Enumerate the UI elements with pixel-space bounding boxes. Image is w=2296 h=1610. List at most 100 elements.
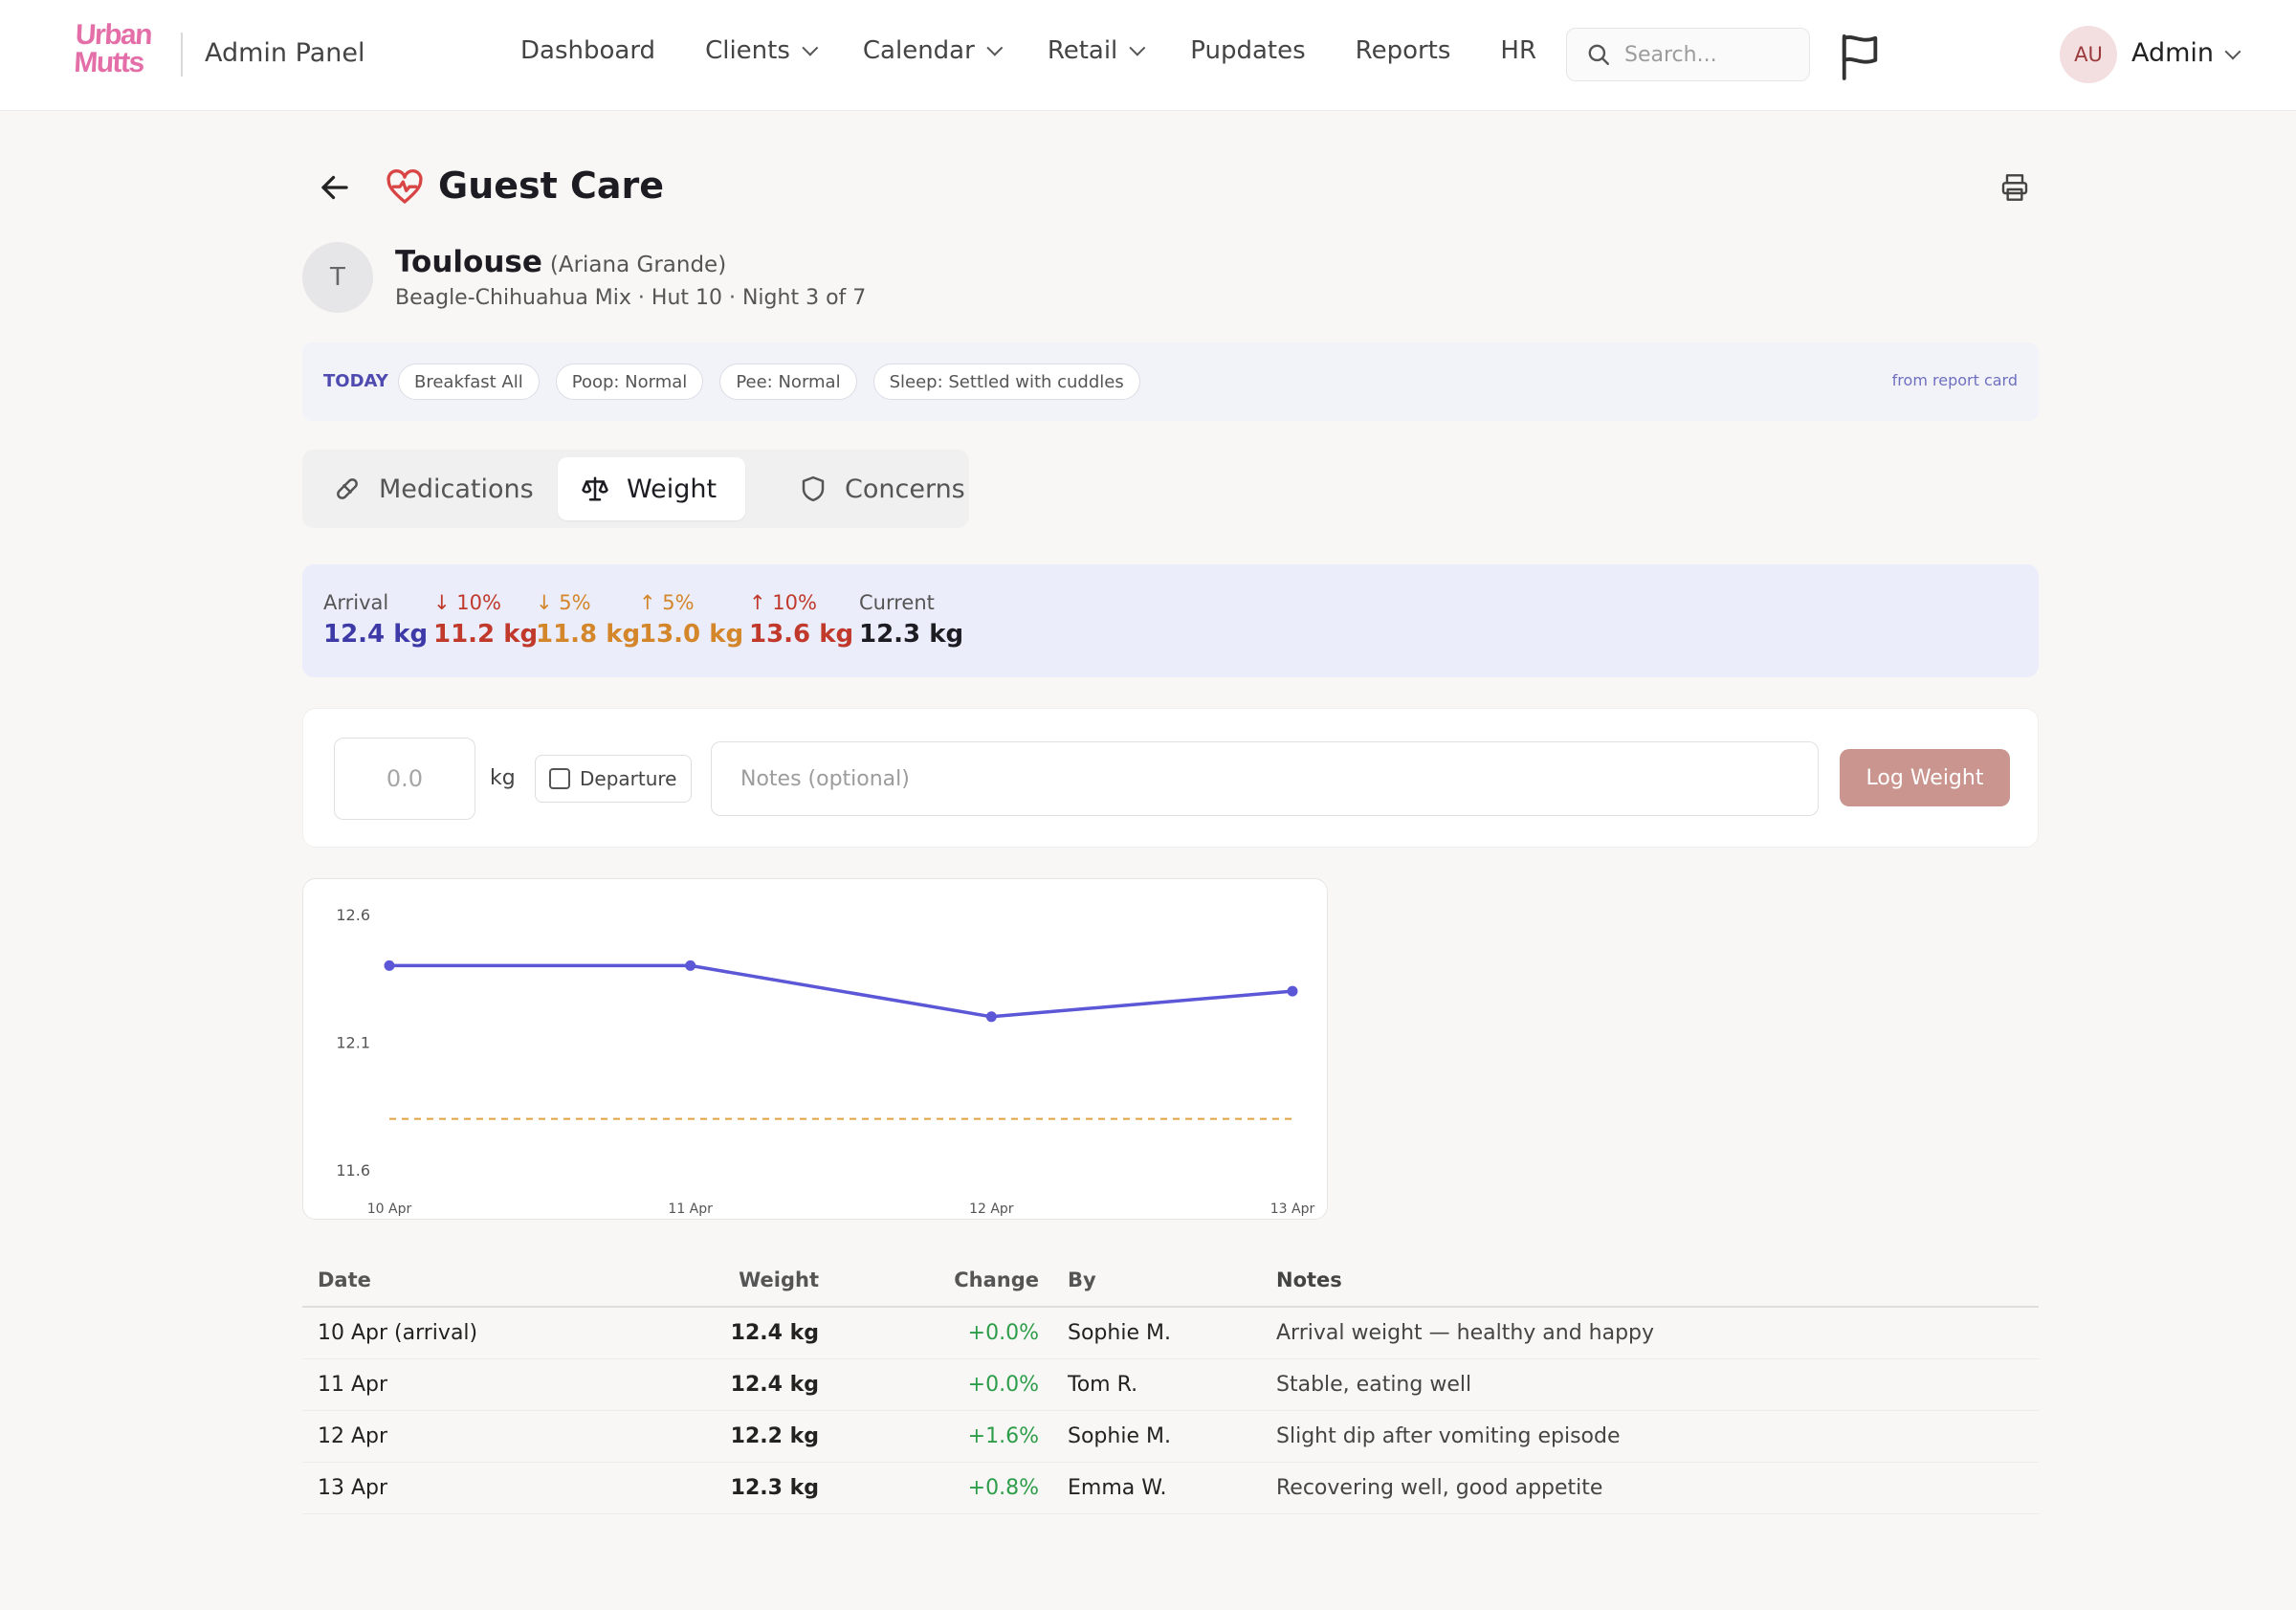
today-chips: Breakfast All Poop: Normal Pee: Normal S… bbox=[398, 364, 1157, 400]
column-header-change: Change bbox=[819, 1253, 1039, 1308]
weight-history: Date Weight Change By Notes 10 Apr (arri… bbox=[302, 1253, 2039, 1514]
page-title: Guest Care bbox=[438, 165, 665, 207]
search-box[interactable] bbox=[1566, 28, 1810, 81]
chevron-down-icon[interactable] bbox=[2224, 43, 2241, 60]
threshold-down-10: ↓ 10% 11.2 kg bbox=[433, 591, 538, 649]
pet-meta: Beagle-Chihuahua Mix · Hut 10 · Night 3 … bbox=[395, 286, 867, 310]
cell-change: +0.0% bbox=[819, 1358, 1039, 1411]
threshold-arrival: Arrival 12.4 kg bbox=[323, 591, 428, 649]
user-name[interactable]: Admin bbox=[2131, 38, 2215, 68]
today-chip: Breakfast All bbox=[398, 364, 540, 400]
departure-toggle[interactable]: Departure bbox=[535, 755, 692, 803]
weight-series-line bbox=[389, 963, 1293, 1019]
chevron-down-icon bbox=[986, 39, 1004, 56]
x-tick-label: 13 Apr bbox=[1270, 1202, 1315, 1217]
cell-change: +0.8% bbox=[819, 1462, 1039, 1514]
weight-data-point bbox=[985, 1011, 997, 1023]
nav-item-label: Pupdates bbox=[1190, 36, 1306, 65]
arrow-down-icon: ↓ bbox=[536, 591, 553, 614]
threshold-value: 13.0 kg bbox=[639, 620, 744, 649]
chevron-down-icon bbox=[802, 39, 819, 56]
table-header-row: Date Weight Change By Notes bbox=[302, 1253, 2039, 1308]
cell-change: +1.6% bbox=[819, 1410, 1039, 1463]
nav-item-clients[interactable]: Clients bbox=[705, 36, 819, 65]
today-chip: Poop: Normal bbox=[555, 364, 704, 400]
cell-by: Sophie M. bbox=[1039, 1307, 1276, 1359]
weight-input[interactable] bbox=[334, 738, 475, 820]
threshold-value: 12.4 kg bbox=[323, 620, 429, 649]
tab-label: Medications bbox=[379, 474, 534, 504]
shield-icon bbox=[802, 475, 825, 502]
arrow-up-icon: ↑ bbox=[749, 591, 766, 614]
notes-input[interactable] bbox=[711, 741, 1819, 816]
nav-item-pupdates[interactable]: Pupdates bbox=[1190, 36, 1305, 65]
cell-weight: 12.2 kg bbox=[723, 1410, 819, 1463]
today-summary: TODAY Breakfast All Poop: Normal Pee: No… bbox=[302, 342, 2039, 421]
pet-avatar: T bbox=[302, 242, 373, 313]
nav-item-label: Clients bbox=[705, 36, 790, 65]
top-navbar: Urban Mutts Admin Panel Dashboard Client… bbox=[0, 0, 2296, 111]
heart-pulse-icon bbox=[386, 169, 423, 204]
today-chip: Sleep: Settled with cuddles bbox=[872, 364, 1140, 400]
log-weight-button[interactable]: Log Weight bbox=[1840, 749, 2010, 806]
weight-unit: kg bbox=[490, 766, 516, 790]
printer-icon[interactable] bbox=[1999, 172, 2030, 203]
x-tick-label: 11 Apr bbox=[668, 1202, 713, 1217]
arrow-down-icon: ↓ bbox=[433, 591, 451, 614]
admin-panel-label: Admin Panel bbox=[205, 38, 365, 68]
cell-by: Sophie M. bbox=[1039, 1410, 1276, 1463]
nav-item-reports[interactable]: Reports bbox=[1356, 36, 1451, 65]
cell-weight: 12.4 kg bbox=[723, 1307, 819, 1359]
threshold-label: ↓ 5% bbox=[536, 591, 591, 614]
table-row: 12 Apr 12.2 kg +1.6% Sophie M. Slight di… bbox=[302, 1410, 2039, 1463]
nav-item-label: Retail bbox=[1047, 36, 1118, 65]
column-header-weight: Weight bbox=[723, 1253, 819, 1308]
threshold-value: 13.6 kg bbox=[749, 620, 854, 649]
cell-date: 11 Apr bbox=[302, 1358, 723, 1411]
nav-item-calendar[interactable]: Calendar bbox=[862, 36, 1004, 65]
nav-item-label: Calendar bbox=[862, 36, 975, 65]
cell-notes: Arrival weight — healthy and happy bbox=[1276, 1307, 2039, 1359]
threshold-label: ↓ 10% bbox=[433, 591, 501, 614]
search-input[interactable] bbox=[1624, 42, 1777, 67]
nav-item-label: HR bbox=[1500, 36, 1537, 65]
scale-icon bbox=[582, 476, 608, 501]
user-avatar[interactable]: AU bbox=[2060, 26, 2117, 83]
nav-item-hr[interactable]: HR bbox=[1500, 36, 1536, 65]
threshold-label: Arrival bbox=[323, 591, 389, 614]
departure-label: Departure bbox=[580, 767, 677, 790]
departure-checkbox[interactable] bbox=[549, 768, 570, 789]
threshold-down-5: ↓ 5% 11.8 kg bbox=[536, 591, 640, 649]
weight-chart-svg: 12.6 12.1 11.6 10 Apr 11 Apr 12 Apr 13 Apr bbox=[336, 906, 1315, 1217]
logo-line-1: Urban bbox=[75, 19, 152, 51]
threshold-up-10: ↑ 10% 13.6 kg bbox=[749, 591, 853, 649]
urban-mutts-logo[interactable]: Urban Mutts bbox=[73, 19, 162, 80]
nav-item-label: Dashboard bbox=[520, 36, 656, 65]
threshold-label: ↑ 10% bbox=[749, 591, 817, 614]
search-icon bbox=[1588, 44, 1609, 65]
flag-icon[interactable] bbox=[1839, 33, 1883, 80]
threshold-value: 11.2 kg bbox=[433, 620, 539, 649]
cell-date: 10 Apr (arrival) bbox=[302, 1307, 723, 1359]
cell-date: 12 Apr bbox=[302, 1410, 723, 1463]
cell-change: +0.0% bbox=[819, 1307, 1039, 1359]
weight-entry-form: kg Departure Log Weight bbox=[302, 708, 2039, 848]
column-header-by: By bbox=[1039, 1253, 1276, 1308]
chevron-down-icon bbox=[1129, 39, 1146, 56]
nav-item-dashboard[interactable]: Dashboard bbox=[520, 36, 655, 65]
y-tick-label: 12.6 bbox=[336, 906, 370, 924]
today-chip: Pee: Normal bbox=[719, 364, 857, 400]
back-arrow-icon[interactable] bbox=[318, 170, 352, 205]
table-row: 10 Apr (arrival) 12.4 kg +0.0% Sophie M.… bbox=[302, 1307, 2039, 1359]
tab-concerns[interactable]: Concerns bbox=[776, 457, 994, 520]
threshold-label: Current bbox=[859, 591, 935, 614]
pill-icon bbox=[337, 478, 358, 499]
y-tick-label: 12.1 bbox=[336, 1034, 370, 1052]
nav-item-retail[interactable]: Retail bbox=[1047, 36, 1146, 65]
tab-medications[interactable]: Medications bbox=[310, 457, 563, 520]
cell-weight: 12.4 kg bbox=[723, 1358, 819, 1411]
nav-item-label: Reports bbox=[1355, 36, 1451, 65]
column-header-date: Date bbox=[302, 1253, 723, 1308]
report-card-source: from report card bbox=[1891, 371, 2018, 389]
tab-weight[interactable]: Weight bbox=[558, 457, 746, 520]
